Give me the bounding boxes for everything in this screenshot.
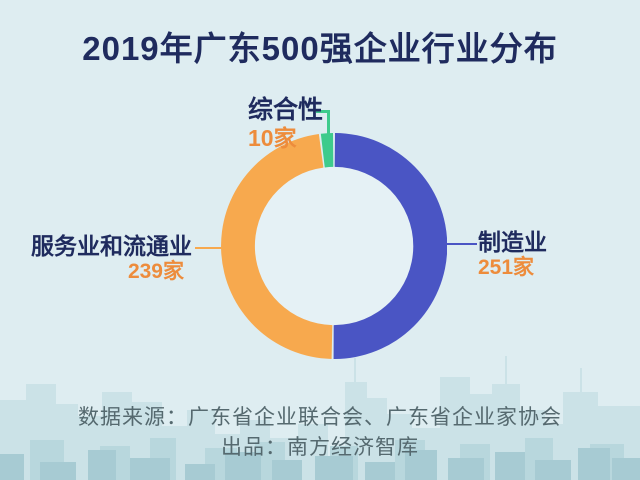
callout-services: 服务业和流通业 239家 xyxy=(30,234,192,284)
slice-label-comprehensive: 综合性 xyxy=(248,96,324,124)
leader-line-comprehensive-vertical xyxy=(327,110,330,137)
chart-title: 2019年广东500强企业行业分布 xyxy=(82,30,558,67)
donut-slice-1 xyxy=(221,134,333,359)
donut-slice-2 xyxy=(320,133,334,168)
footer: 数据来源：广东省企业联合会、广东省企业家协会 出品：南方经济智库 xyxy=(0,403,640,463)
leader-line-comprehensive-horizontal xyxy=(316,110,330,113)
donut-hole xyxy=(253,165,415,327)
slice-label-manufacturing: 制造业 xyxy=(478,229,547,255)
callout-comprehensive: 综合性 10家 xyxy=(248,97,323,151)
city-skyline-background xyxy=(0,356,640,480)
slice-label-services: 服务业和流通业 xyxy=(31,233,192,259)
producer-line: 出品：南方经济智库 xyxy=(221,436,419,459)
leader-line-manufacturing xyxy=(445,243,477,245)
slice-value-manufacturing: 251家 xyxy=(478,255,535,279)
callout-manufacturing: 制造业 251家 xyxy=(478,230,547,280)
donut-chart xyxy=(221,133,447,359)
slice-value-services: 239家 xyxy=(127,259,184,283)
data-source-line: 数据来源：广东省企业联合会、广东省企业家协会 xyxy=(78,406,562,429)
slice-value-comprehensive: 10家 xyxy=(248,125,297,151)
leader-line-services xyxy=(195,247,222,249)
donut-slice-0 xyxy=(333,133,447,359)
